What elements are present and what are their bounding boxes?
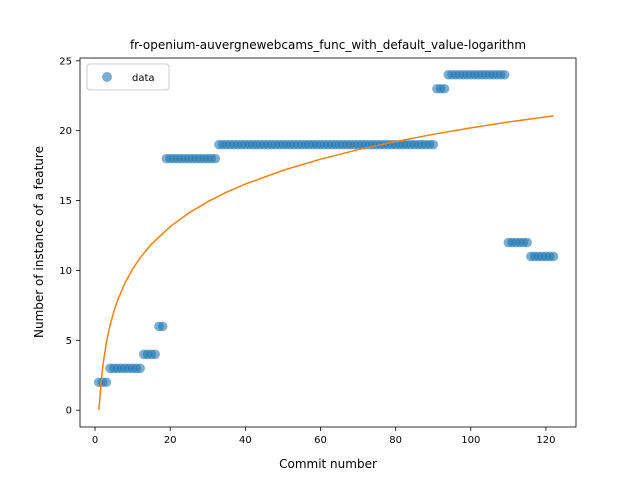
fit-line [98, 115, 554, 411]
data-point [522, 237, 532, 248]
legend-marker-data [102, 72, 112, 82]
y-tick-label: 10 [59, 266, 72, 277]
data-point [150, 349, 160, 360]
data-point [157, 321, 168, 332]
data-point [548, 251, 559, 262]
x-axis: 0 20 40 60 80 100 120 [92, 427, 555, 446]
x-tick-label: 80 [389, 435, 402, 446]
legend-label-data: data [132, 73, 155, 84]
chart-title: fr-openium-auvergnewebcams_func_with_def… [130, 38, 526, 52]
x-tick-label: 100 [461, 435, 480, 446]
axes-frame [79, 57, 577, 428]
x-tick-label: 20 [164, 435, 177, 446]
data-point [135, 363, 145, 374]
legend-box [86, 63, 170, 91]
y-tick-label: 20 [59, 126, 72, 137]
x-axis-title: Commit number [279, 457, 377, 471]
plot-area [93, 69, 559, 411]
y-tick-label: 25 [59, 56, 72, 67]
x-tick-label: 60 [314, 435, 327, 446]
y-tick-label: 5 [66, 336, 72, 347]
data-point [101, 377, 112, 388]
y-axis: 0 5 10 15 20 25 [59, 56, 80, 417]
x-tick-label: 40 [239, 435, 252, 446]
data-point [210, 153, 221, 164]
x-tick-label: 0 [92, 435, 98, 446]
data-point [499, 69, 510, 80]
y-axis-title: Number of instance of a feature [32, 146, 46, 338]
y-tick-label: 0 [66, 406, 72, 417]
data-point [439, 83, 450, 94]
y-tick-label: 15 [59, 196, 72, 207]
data-point [428, 139, 439, 150]
legend: data [86, 63, 170, 91]
x-tick-label: 120 [536, 435, 555, 446]
